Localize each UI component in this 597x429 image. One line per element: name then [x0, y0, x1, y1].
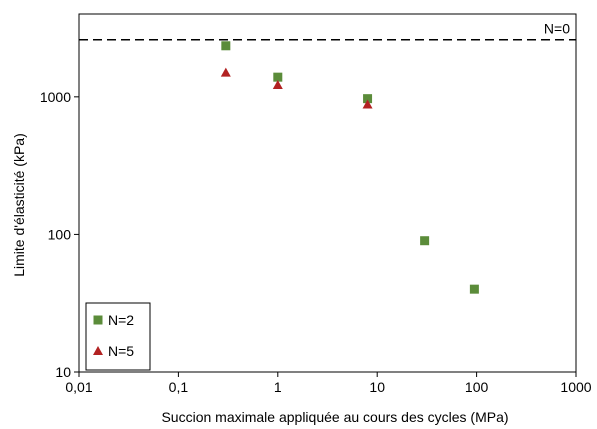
plot-area — [78, 13, 577, 373]
x-tick-label: 0,01 — [65, 379, 92, 395]
y-tick-label: 10 — [55, 364, 71, 380]
data-point — [273, 72, 283, 82]
data-point — [469, 284, 479, 294]
x-axis-title: Succion maximale appliquée au cours des … — [161, 409, 508, 425]
x-tick-label: 10 — [369, 379, 385, 395]
data-point — [220, 67, 231, 77]
y-axis: 10 100 1000 — [40, 89, 79, 380]
legend-box — [85, 302, 151, 371]
data-point — [420, 236, 430, 246]
legend-label: N=2 — [108, 312, 134, 328]
x-axis: 0,01 0,1 1 10 100 1000 — [65, 372, 592, 395]
legend-marker — [93, 315, 103, 325]
legend-marker — [93, 346, 103, 355]
y-tick-label: 100 — [48, 226, 72, 242]
series-n2 — [221, 41, 479, 294]
plot-frame — [78, 13, 577, 373]
x-tick-label: 1 — [274, 379, 282, 395]
data-point — [362, 99, 373, 109]
legend-label: N=5 — [108, 343, 134, 359]
reference-line-label: N=0 — [544, 21, 570, 37]
y-axis-title: Limite d'élasticité (kPa) — [11, 133, 27, 277]
data-point — [363, 94, 373, 104]
legend: N=2 N=5 — [85, 302, 151, 371]
y-tick-label: 1000 — [40, 89, 71, 105]
data-point — [272, 79, 283, 89]
x-tick-label: 1000 — [560, 379, 591, 395]
data-point — [221, 41, 231, 51]
series-n5 — [220, 67, 373, 109]
series-layer — [220, 41, 479, 294]
x-tick-label: 0,1 — [169, 379, 189, 395]
x-tick-label: 100 — [465, 379, 489, 395]
reference-lines: N=0 — [79, 21, 576, 41]
legend-items: N=2 N=5 — [93, 312, 134, 359]
